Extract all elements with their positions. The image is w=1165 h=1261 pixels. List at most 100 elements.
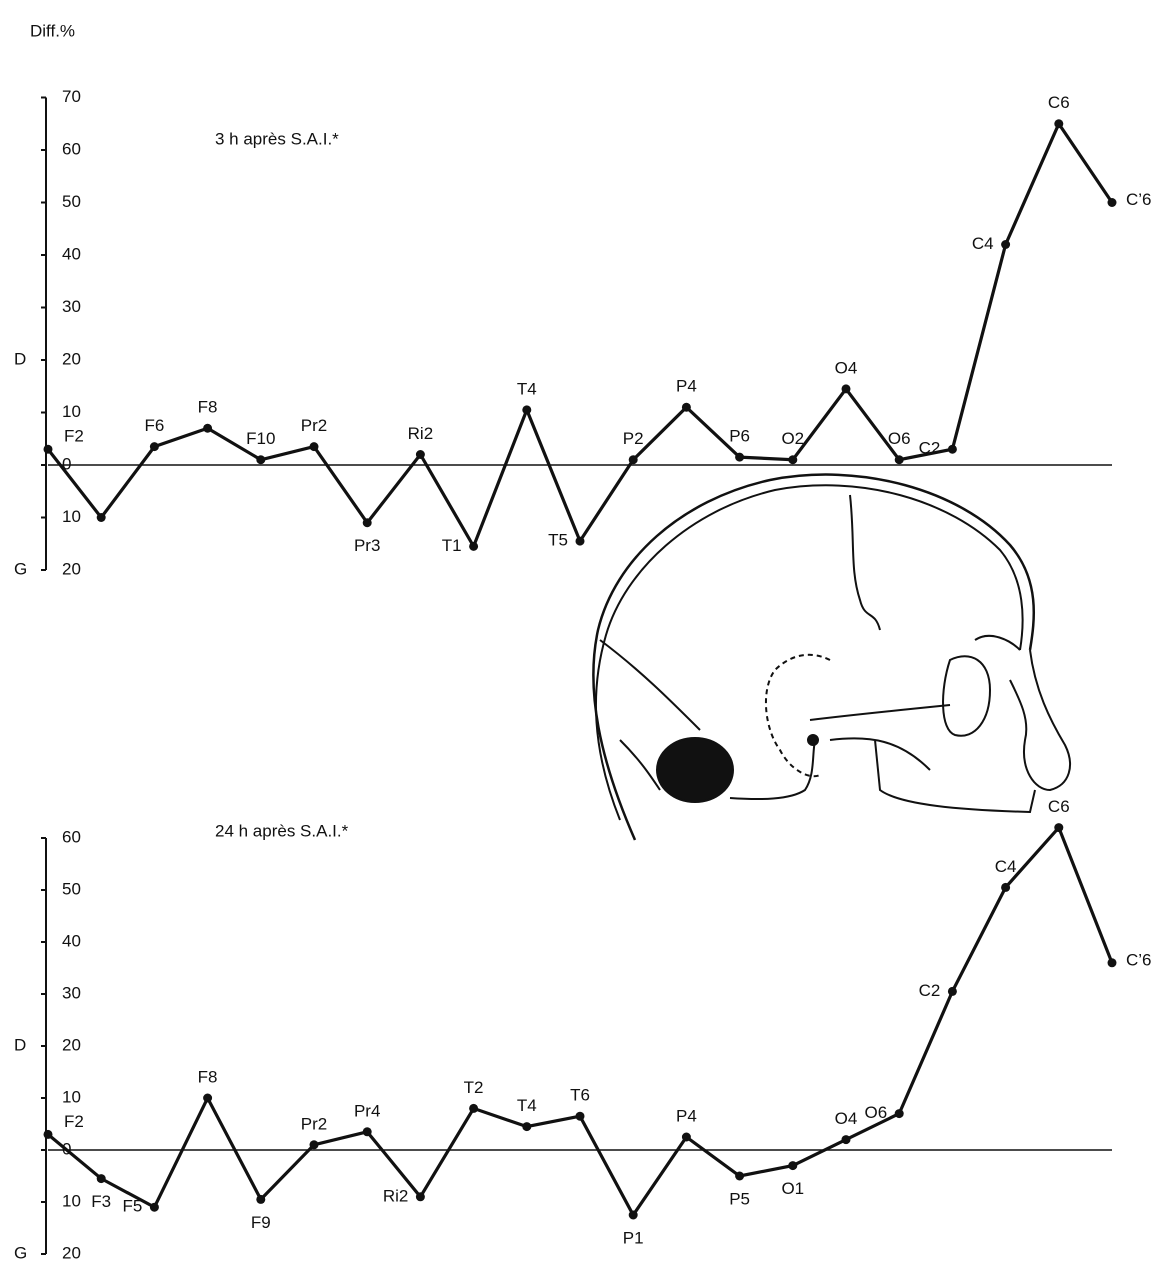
head-illustration — [592, 473, 1071, 841]
point-label: Pr2 — [301, 1114, 327, 1133]
data-point — [149, 442, 159, 452]
point-label: Pr4 — [354, 1101, 380, 1120]
y-tick-label: 20 — [62, 559, 81, 578]
data-point — [43, 444, 53, 454]
data-point — [681, 402, 691, 412]
chart-title: 3 h après S.A.I.* — [215, 129, 339, 148]
point-label: F5 — [123, 1197, 143, 1216]
data-point — [841, 1135, 851, 1145]
y-tick-label: 10 — [62, 1087, 81, 1106]
data-point — [575, 536, 585, 546]
data-point — [256, 1194, 266, 1204]
point-label: F10 — [246, 429, 275, 448]
point-label: F6 — [144, 416, 164, 435]
y-tick-label: 50 — [62, 192, 81, 211]
point-label: T4 — [517, 379, 537, 398]
y-tick-label: 40 — [62, 931, 81, 950]
y-tick-label: 40 — [62, 244, 81, 263]
y-tick-label: 20 — [62, 1243, 81, 1261]
data-point — [947, 444, 957, 454]
point-label: F9 — [251, 1213, 271, 1232]
point-label: F2 — [64, 1112, 84, 1131]
point-label: P6 — [729, 427, 750, 446]
point-label: T5 — [548, 531, 568, 550]
point-label: O4 — [835, 1109, 858, 1128]
data-point — [415, 450, 425, 459]
side-label: G — [14, 559, 27, 578]
point-label: C6 — [1048, 93, 1070, 112]
point-label: C2 — [919, 439, 941, 458]
y-tick-label: 60 — [62, 139, 81, 158]
side-label: D — [14, 349, 26, 368]
point-label: P2 — [623, 429, 644, 448]
point-label: Pr2 — [301, 416, 327, 435]
point-label: F2 — [64, 427, 84, 446]
point-label: F8 — [198, 1067, 218, 1086]
point-label: T1 — [442, 536, 462, 555]
y-tick-label: 60 — [62, 827, 81, 846]
y-tick-label: 10 — [62, 507, 81, 526]
point-label: C’6 — [1126, 190, 1152, 209]
y-tick-label: 0 — [62, 454, 71, 473]
side-label: D — [14, 1035, 26, 1054]
point-label: T4 — [517, 1096, 537, 1115]
data-point — [681, 1132, 691, 1142]
data-point — [1107, 198, 1117, 207]
point-label: Ri2 — [408, 424, 434, 443]
data-line — [46, 120, 1114, 551]
y-tick-label: 20 — [62, 1035, 81, 1054]
data-point — [469, 541, 479, 551]
y-tick-label: 10 — [62, 1191, 81, 1210]
data-point — [469, 1103, 479, 1113]
data-point — [1001, 240, 1011, 249]
data-point — [415, 1192, 425, 1202]
data-point — [841, 384, 851, 394]
y-axis-label: Diff.% — [30, 21, 75, 40]
data-line — [46, 824, 1114, 1219]
data-point — [1001, 882, 1011, 892]
y-tick-label: 30 — [62, 297, 81, 316]
point-label: Ri2 — [383, 1186, 409, 1205]
y-tick-label: 70 — [62, 87, 81, 106]
point-label: C6 — [1048, 797, 1070, 816]
data-point — [1054, 823, 1064, 833]
data-point — [628, 455, 638, 465]
point-label: C’6 — [1126, 950, 1152, 969]
data-point — [788, 455, 798, 465]
data-point — [96, 1174, 106, 1184]
y-tick-label: 50 — [62, 879, 81, 898]
point-label: C4 — [972, 234, 994, 253]
y-tick-label: 20 — [62, 349, 81, 368]
data-point — [735, 1171, 745, 1181]
point-label: C4 — [995, 857, 1017, 876]
point-label: Pr3 — [354, 536, 380, 555]
chart-title: 24 h après S.A.I.* — [215, 821, 349, 840]
data-point — [628, 1210, 638, 1220]
data-point — [1054, 119, 1064, 129]
point-label: P4 — [676, 1106, 697, 1125]
data-point — [1107, 958, 1117, 968]
data-point — [362, 518, 372, 528]
point-label: P4 — [676, 377, 697, 396]
data-point — [309, 1140, 319, 1150]
point-label: O1 — [781, 1179, 804, 1198]
point-label: O6 — [865, 1103, 888, 1122]
data-point — [894, 455, 904, 465]
side-label: G — [14, 1243, 27, 1261]
point-label: F3 — [91, 1192, 111, 1211]
data-point — [96, 513, 106, 522]
data-point — [43, 1129, 53, 1139]
data-point — [788, 1161, 798, 1171]
point-label: T6 — [570, 1086, 590, 1105]
point-label: F8 — [198, 398, 218, 417]
data-point — [203, 1093, 213, 1103]
point-label: P5 — [729, 1189, 750, 1208]
point-label: O2 — [781, 429, 804, 448]
data-point — [735, 452, 745, 462]
y-tick-label: 30 — [62, 983, 81, 1002]
data-point — [149, 1202, 159, 1212]
point-label: O4 — [835, 358, 858, 377]
data-point — [203, 423, 213, 433]
data-point — [522, 1122, 532, 1132]
